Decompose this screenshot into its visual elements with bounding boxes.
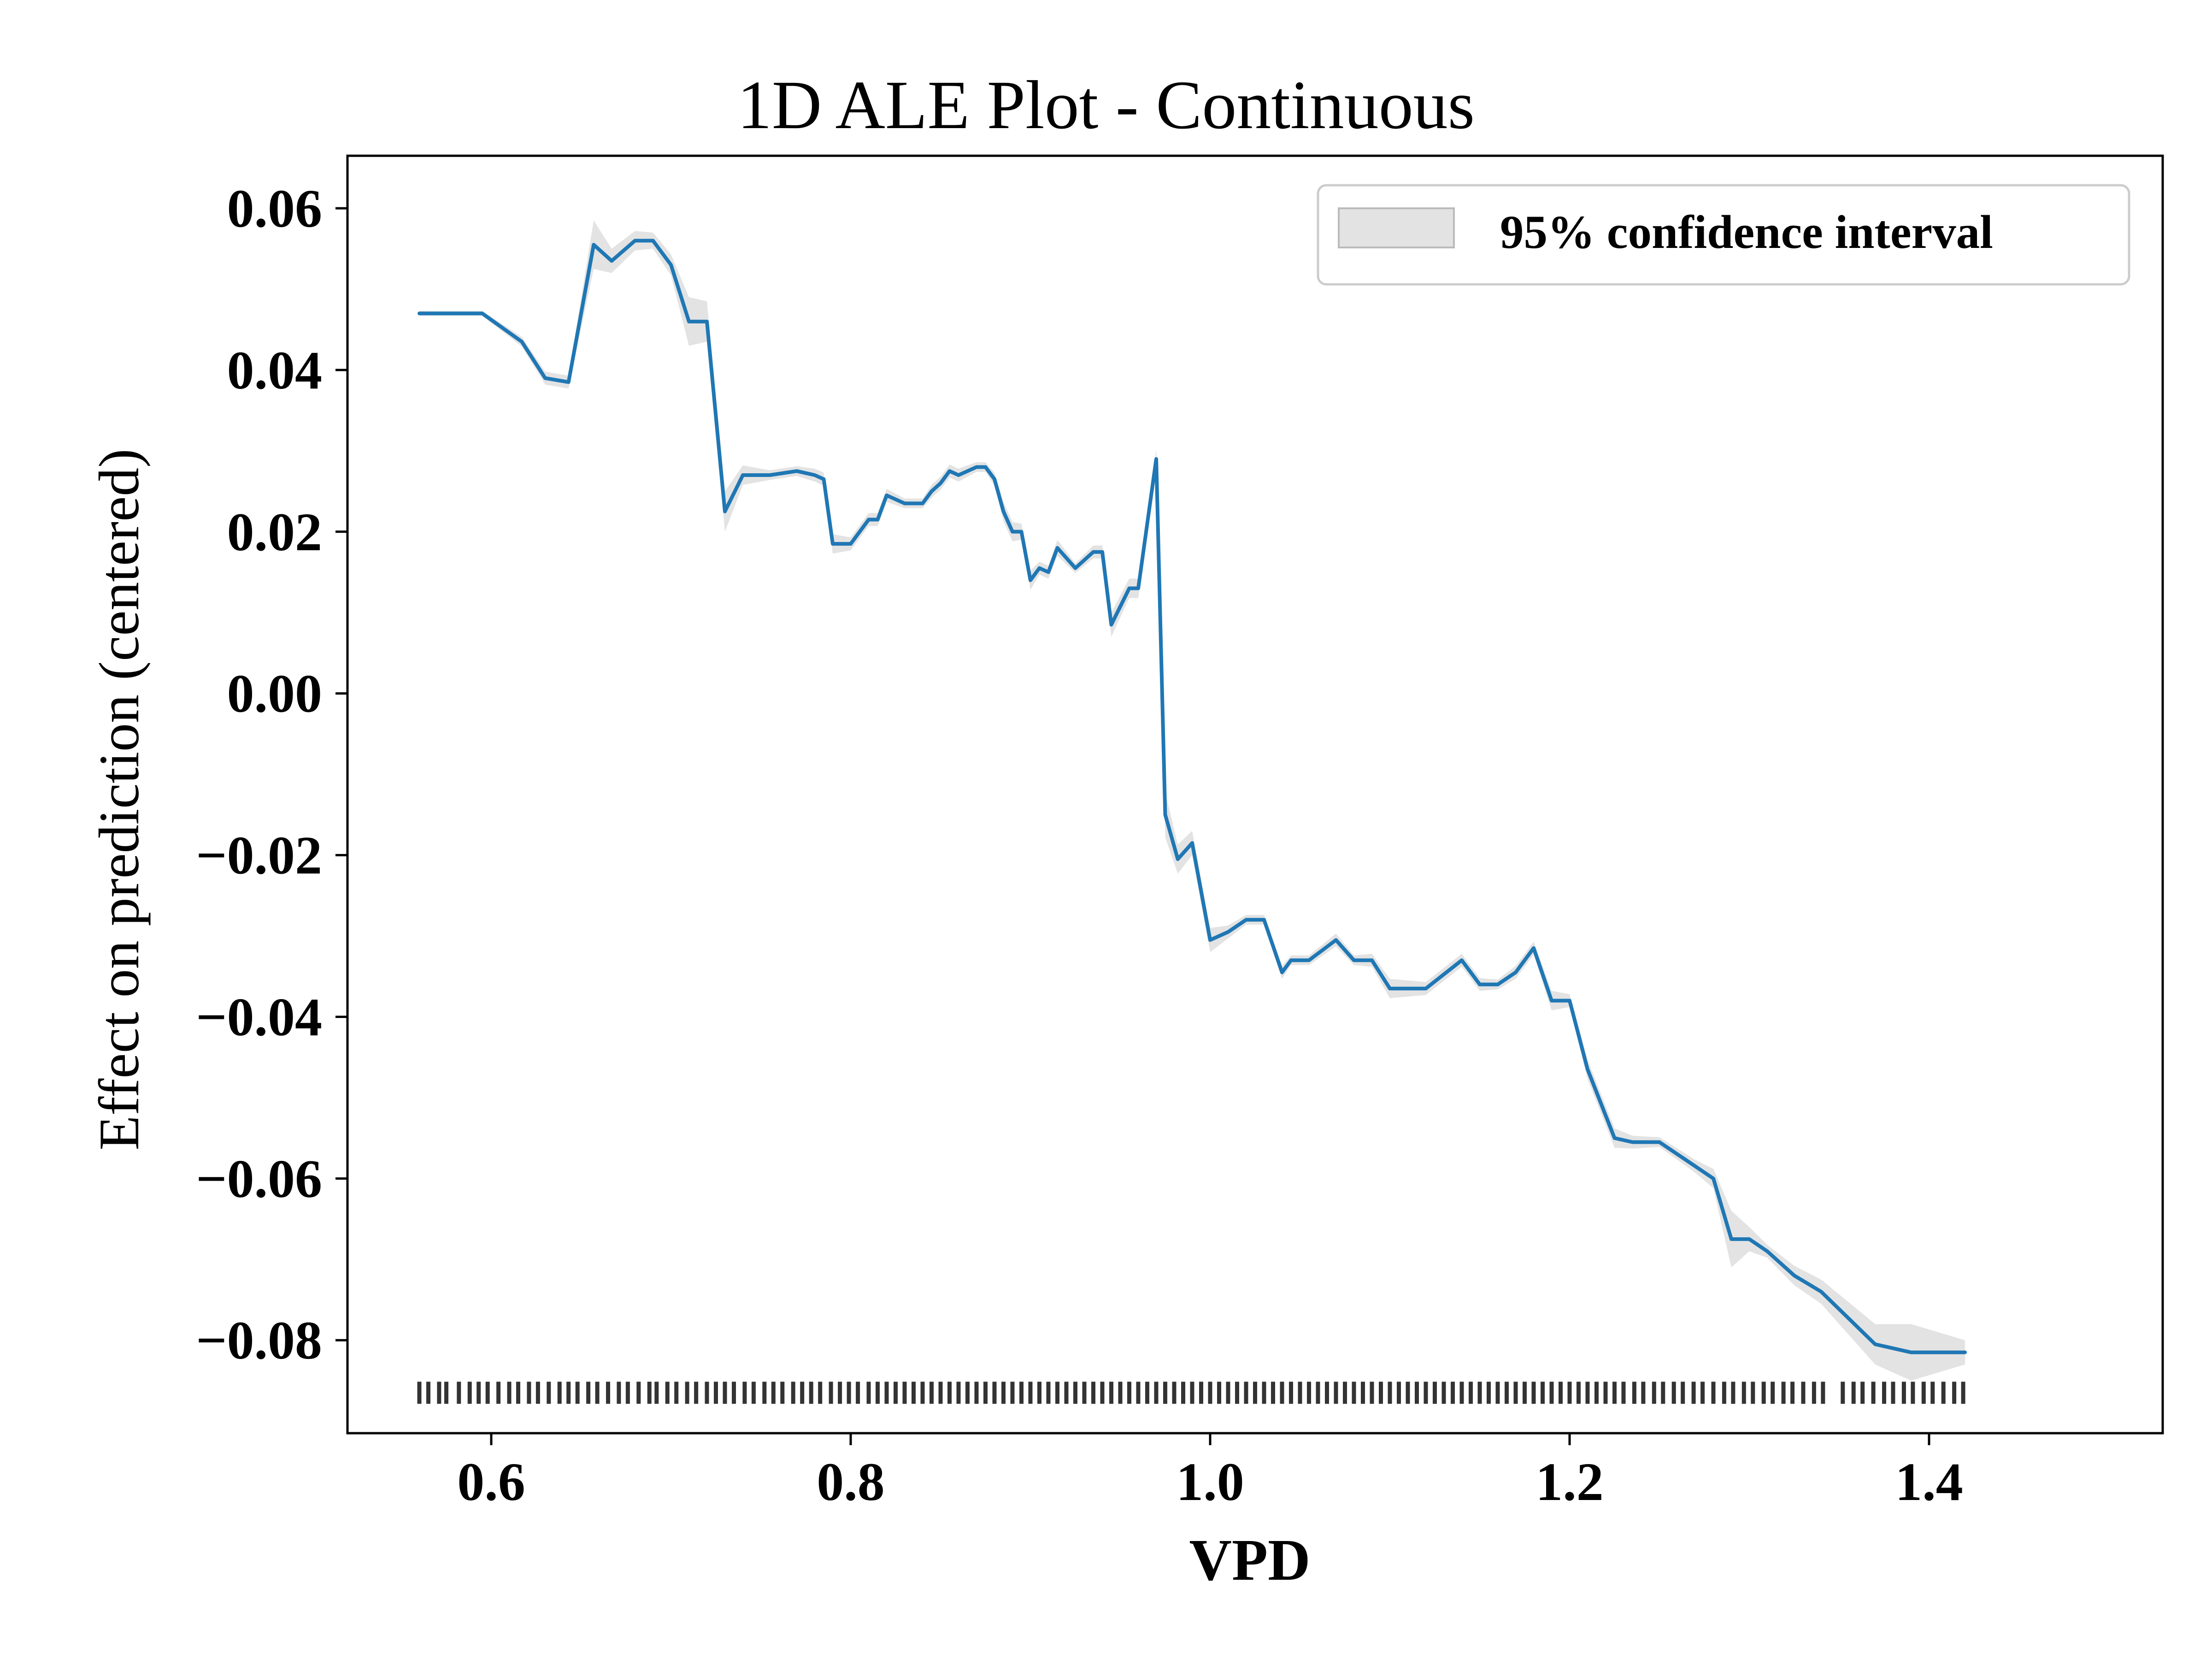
y-tick-label: −0.02 (196, 825, 322, 886)
legend-label: 95% confidence interval (1500, 206, 1993, 259)
ale-line (418, 239, 1967, 1354)
y-tick-label: −0.04 (196, 987, 322, 1047)
rug-marks (417, 1382, 1965, 1404)
y-axis: 0.06 0.04 0.02 0.00 −0.02 −0.04 −0.06 −0.08 (196, 178, 347, 1371)
plot-frame (346, 154, 2164, 1435)
y-axis-label: Effect on prediction (centered) (88, 449, 151, 1151)
confidence-band (419, 220, 1965, 1381)
plot-area (346, 154, 2164, 1435)
legend-box (1317, 184, 2130, 286)
x-axis: 0.6 0.8 1.0 1.2 1.4 (457, 1433, 1963, 1512)
x-tick-label: 1.0 (1176, 1452, 1244, 1512)
y-tick-label: −0.06 (196, 1148, 322, 1209)
y-tick-label: 0.04 (227, 340, 323, 400)
y-tick-label: 0.06 (227, 178, 323, 239)
ci-band-area (419, 220, 1965, 1381)
x-tick-label: 0.8 (817, 1452, 885, 1512)
x-tick-label: 1.2 (1535, 1452, 1604, 1512)
y-tick-label: −0.08 (196, 1310, 322, 1371)
legend: 95% confidence interval (1317, 184, 2130, 286)
x-tick-label: 0.6 (457, 1452, 525, 1512)
chart-title: 1D ALE Plot - Continuous (737, 67, 1475, 143)
y-tick-label: 0.00 (227, 664, 323, 724)
legend-swatch (1338, 207, 1455, 248)
y-tick-label: 0.02 (227, 502, 323, 562)
x-axis-label: VPD (1189, 1527, 1310, 1593)
x-tick-label: 1.4 (1895, 1452, 1963, 1512)
series-line (418, 239, 1967, 1354)
